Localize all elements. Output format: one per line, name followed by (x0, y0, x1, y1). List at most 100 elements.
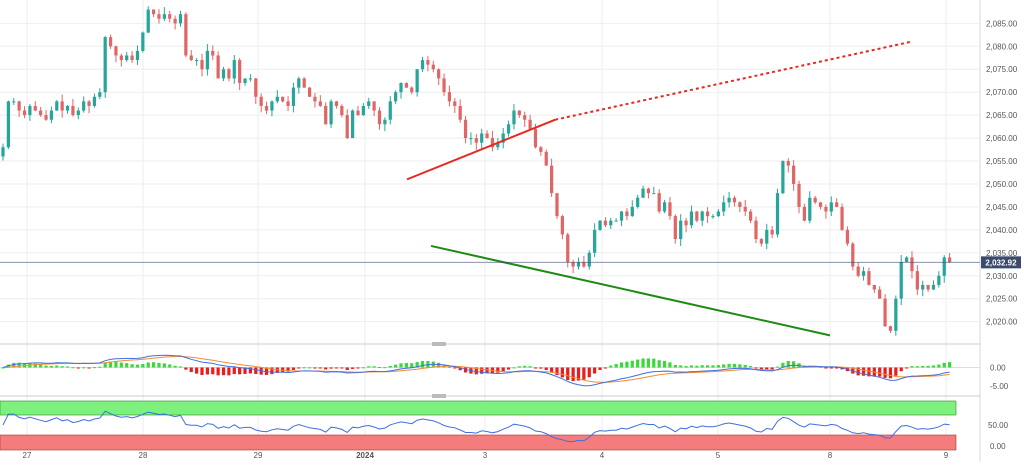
candle-body (291, 87, 296, 106)
macd-histogram-bar (587, 367, 591, 378)
candle-body (302, 78, 306, 88)
price-tick-label: 2,085.00 (986, 19, 1018, 28)
macd-histogram-bar (775, 366, 780, 368)
macd-histogram-bar (754, 367, 758, 369)
macd-histogram-bar (700, 365, 704, 368)
candle-body (22, 110, 27, 116)
macd-histogram-bar (173, 365, 177, 368)
candle-body (1, 147, 5, 157)
candle-body (840, 206, 844, 230)
macd-histogram-bar (695, 365, 699, 368)
macd-histogram-bar (270, 367, 274, 375)
price-tick-label: 2,060.00 (986, 134, 1018, 143)
macd-histogram-bar (399, 363, 403, 368)
candle-body (937, 275, 941, 285)
macd-histogram-bar (383, 367, 387, 369)
macd-histogram-bar (200, 367, 204, 375)
candle-body (888, 326, 893, 331)
macd-histogram-bar (141, 363, 145, 368)
candle-body (49, 110, 54, 120)
macd-histogram-bar (146, 362, 150, 368)
macd-histogram-bar (291, 367, 296, 370)
macd-histogram-bar (931, 365, 936, 368)
candle-body (248, 78, 253, 80)
candle-body (60, 101, 64, 111)
candle-body (442, 78, 446, 93)
candle-body (82, 101, 86, 111)
candle-body (383, 119, 387, 125)
macd-histogram-bar (243, 367, 247, 374)
macd-histogram-bar (749, 366, 753, 368)
date-tick-label: 3 (483, 451, 488, 460)
macd-histogram-bar (65, 366, 70, 368)
candle-body (259, 96, 263, 106)
candle-body (458, 105, 462, 120)
candle-body (948, 257, 952, 262)
macd-histogram-bar (625, 361, 629, 368)
candle-body (560, 216, 564, 235)
macd-pane: 0.00 -5.00 (0, 354, 1009, 391)
price-tick-label: 2,055.00 (986, 157, 1018, 166)
macd-histogram-bar (108, 361, 113, 368)
date-tick-label: 27 (23, 451, 32, 460)
macd-histogram-bar (157, 362, 161, 368)
candle-body (125, 55, 129, 61)
candle-body (453, 101, 457, 106)
candle-body (689, 211, 694, 226)
macd-histogram-bar (302, 367, 306, 369)
macd-histogram-bar (458, 367, 462, 371)
candle-body (394, 92, 398, 102)
macd-histogram-bar (937, 364, 941, 368)
candle-body (652, 193, 656, 195)
candle-body (582, 261, 586, 267)
macd-histogram-bar (329, 367, 333, 369)
macd-histogram-bar (71, 367, 75, 369)
candle-body (356, 110, 360, 116)
macd-histogram-bar (367, 366, 371, 368)
macd-histogram-bar (313, 367, 317, 369)
candle-body (835, 202, 839, 207)
price-tick-label: 2,045.00 (986, 203, 1018, 212)
candle-body (872, 284, 876, 290)
macd-histogram-bar (738, 364, 742, 368)
candle-body (103, 37, 107, 93)
macd-histogram-bar (533, 367, 538, 369)
candle-body (797, 183, 801, 207)
macd-histogram-bar (216, 367, 220, 376)
macd-histogram-bar (340, 367, 344, 369)
candle-body (372, 101, 376, 111)
date-tick-label: 4 (600, 451, 605, 460)
candle-body (894, 298, 898, 331)
macd-histogram-bar (904, 367, 909, 369)
candle-body (566, 234, 570, 262)
candle-body (184, 14, 188, 56)
macd-histogram-bar (732, 363, 737, 368)
candle-body (221, 69, 226, 79)
macd-histogram-bar (162, 363, 166, 368)
macd-histogram-bar (463, 367, 468, 373)
price-tick-label: 2,035.00 (986, 249, 1018, 258)
candle-body (307, 87, 312, 97)
macd-histogram-bar (915, 366, 919, 368)
candle-body (216, 55, 220, 79)
macd-histogram-bar (942, 362, 946, 368)
macd-histogram-bar (759, 367, 763, 370)
macd-histogram-bar (76, 367, 80, 369)
macd-histogram-bar (415, 362, 419, 368)
candle-body (711, 216, 715, 218)
candle-body (178, 14, 183, 24)
macd-histogram-bar (566, 367, 570, 381)
macd-histogram-bar (593, 367, 597, 374)
macd-histogram-bar (350, 367, 355, 369)
candle-body (264, 105, 269, 111)
candle-body (275, 96, 279, 102)
macd-histogram-bar (662, 360, 667, 368)
macd-histogram-bar (49, 365, 54, 368)
macd-histogram-bar (485, 367, 489, 374)
macd-histogram-bar (824, 367, 828, 369)
macd-histogram-bar (555, 367, 559, 376)
candle-body (587, 252, 591, 267)
candle-body (173, 18, 177, 24)
